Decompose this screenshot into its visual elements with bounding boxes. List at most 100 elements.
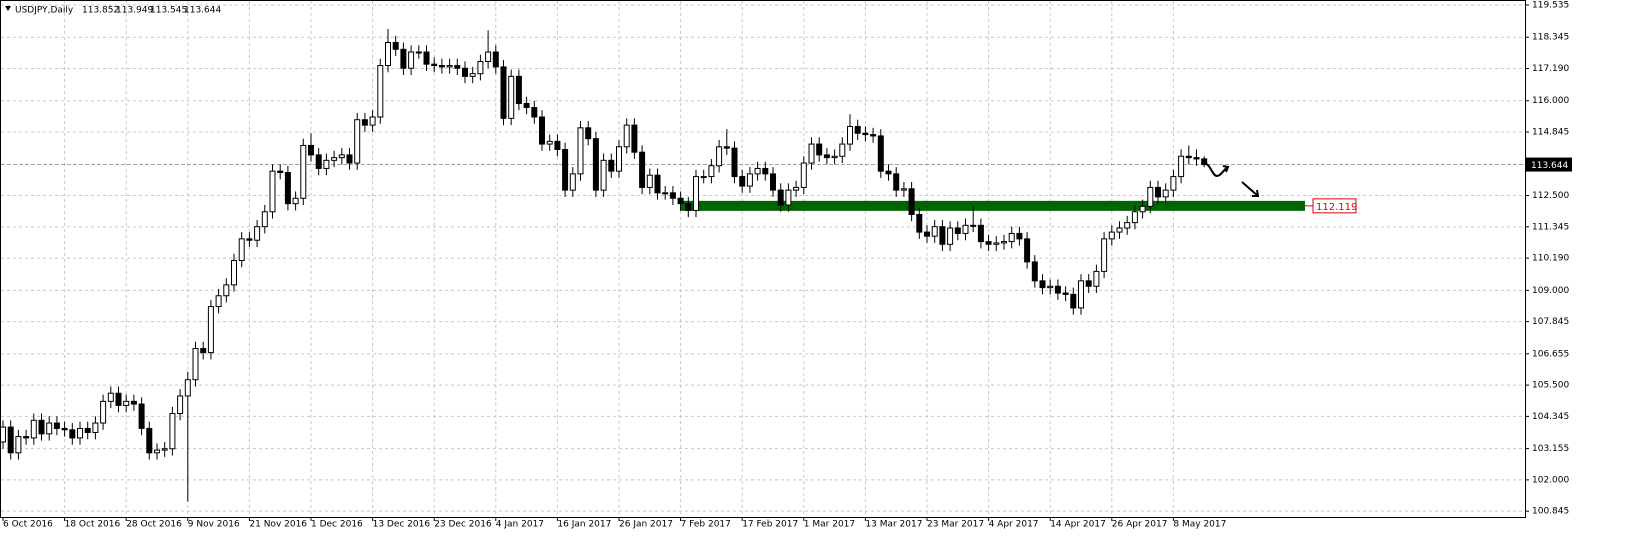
candle-body <box>261 211 268 228</box>
x-tick-label: 9 Nov 2016 <box>188 520 240 530</box>
arrow-curve <box>1203 162 1229 178</box>
candle-body <box>685 203 692 211</box>
candle-body <box>1131 211 1138 224</box>
candle-body <box>53 422 60 429</box>
x-tick-label: 7 Feb 2017 <box>681 520 731 530</box>
candle-body <box>238 238 245 262</box>
candle-body <box>292 197 299 205</box>
candle-body <box>7 426 14 454</box>
candle-body <box>916 213 923 233</box>
candle-body <box>369 116 376 126</box>
candle-body <box>485 51 492 62</box>
quote-close: 113.644 <box>184 6 221 16</box>
candle-body <box>577 127 584 175</box>
x-tick-label: 26 Jan 2017 <box>619 520 673 530</box>
candle-body <box>154 449 160 454</box>
candle-body <box>223 284 230 297</box>
quote-open: 113.852 <box>82 6 119 16</box>
x-tick-label: 23 Dec 2016 <box>434 520 492 530</box>
candle-body <box>138 403 145 429</box>
candle-body <box>231 260 237 286</box>
candle-body <box>970 224 977 227</box>
candle-body <box>1078 280 1084 309</box>
x-tick-label: 26 Apr 2017 <box>1112 520 1168 530</box>
candle-body <box>300 144 307 199</box>
candle-body <box>515 75 522 104</box>
candle-body <box>924 231 930 237</box>
candle-body <box>777 189 784 206</box>
candle-body <box>284 172 291 205</box>
candle-body <box>492 51 499 68</box>
candle-body <box>438 65 445 68</box>
candle-body <box>200 348 207 354</box>
candle-body <box>338 154 345 159</box>
candle-body <box>523 102 530 109</box>
grid <box>1 1 1525 517</box>
x-tick-label: 13 Dec 2016 <box>373 520 431 530</box>
candle-body <box>662 192 669 195</box>
arrow-down <box>1241 181 1260 197</box>
candle-body <box>431 63 438 67</box>
candle-body <box>839 143 846 157</box>
x-tick-label: 4 Jan 2017 <box>496 520 544 530</box>
x-tick-label: 1 Mar 2017 <box>804 520 855 530</box>
x-tick-label: 8 May 2017 <box>1173 520 1226 530</box>
x-tick-label: 18 Oct 2016 <box>65 520 121 530</box>
menu-triangle[interactable] <box>5 6 11 11</box>
candle-body <box>631 124 638 153</box>
candle-body <box>331 157 338 161</box>
candle-body <box>462 67 468 77</box>
y-tick-label: 118.345 <box>1532 33 1569 43</box>
candle-body <box>423 51 430 65</box>
x-tick-label: 13 Mar 2017 <box>865 520 922 530</box>
candle-body <box>1178 155 1185 178</box>
candle-body <box>623 124 630 148</box>
candle-body <box>400 48 407 69</box>
candle-body <box>1070 293 1077 309</box>
candle-body <box>554 140 561 150</box>
candle-body <box>392 42 399 50</box>
candle-body <box>546 140 553 145</box>
y-tick-label: 109.000 <box>1532 286 1569 296</box>
y-tick-label: 116.000 <box>1532 96 1569 106</box>
candle-body <box>1101 238 1108 272</box>
candle-body <box>854 125 861 134</box>
candle-body <box>977 224 984 243</box>
candle-body <box>885 170 892 175</box>
candle-body <box>361 119 368 126</box>
current-price-label: 113.644 <box>1531 161 1568 171</box>
candle-body <box>808 143 815 164</box>
candle-body <box>100 400 107 424</box>
candle-body <box>30 419 37 439</box>
candle-body <box>169 413 176 450</box>
y-tick-label: 119.535 <box>1532 1 1569 11</box>
candle-body <box>816 143 823 156</box>
candle-body <box>84 427 91 434</box>
candle-body <box>107 392 114 402</box>
x-tick-label: 23 Mar 2017 <box>927 520 984 530</box>
candle-body <box>500 66 507 119</box>
candle-body <box>785 189 792 206</box>
candle-body <box>677 197 684 205</box>
candle-body <box>215 295 222 308</box>
x-tick-label: 21 Nov 2016 <box>249 520 307 530</box>
candle-body <box>0 426 6 443</box>
candle-body <box>1008 232 1015 243</box>
x-tick-label: 14 Apr 2017 <box>1050 520 1106 530</box>
x-tick-label: 16 Jan 2017 <box>557 520 611 530</box>
candle-body <box>639 151 646 188</box>
candle-body <box>92 422 99 434</box>
candle-body <box>739 176 746 187</box>
candle-body <box>477 60 484 75</box>
y-tick-label: 106.655 <box>1532 349 1569 359</box>
candle-body <box>308 144 314 156</box>
candle-body <box>254 226 261 241</box>
candle-body <box>184 379 191 397</box>
level-label-box <box>1312 198 1357 214</box>
candle-body <box>1024 238 1031 263</box>
candle-body <box>669 192 676 199</box>
candle-body <box>377 65 384 118</box>
candle-body <box>723 146 730 149</box>
candle-body <box>746 173 753 187</box>
candle-body <box>654 174 661 194</box>
